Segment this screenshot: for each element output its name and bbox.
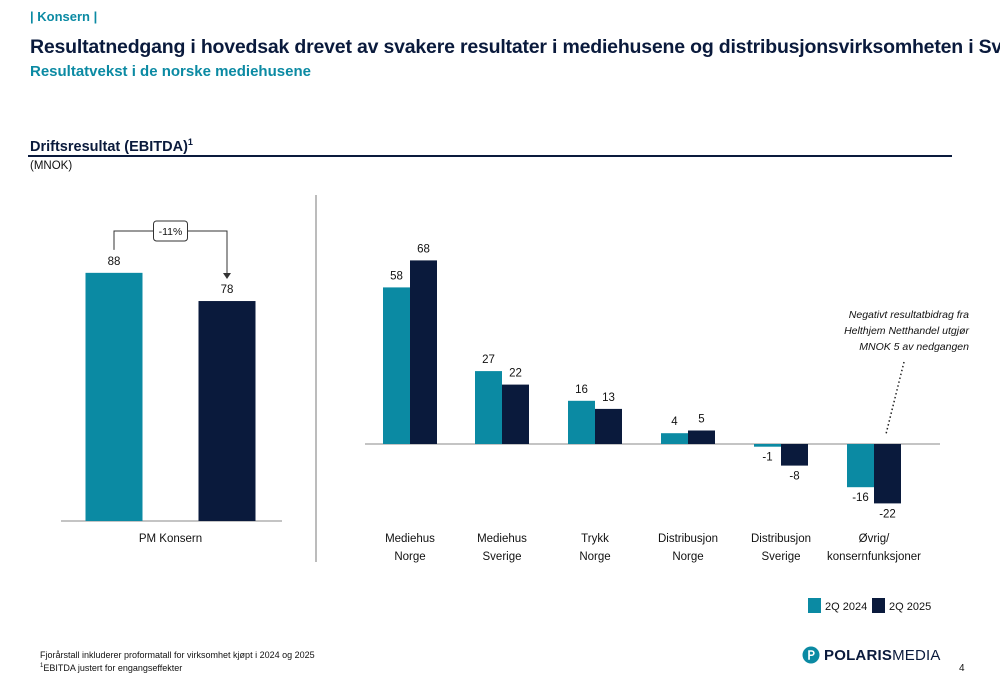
page-subtitle: Resultatvekst i de norske mediehusene [30,63,311,80]
x-tick-label-trykk-norge-line1: Trykk [581,533,609,545]
data-label-distribusjon-sverige-2q2025: -8 [789,471,799,483]
x-tick-label-distribusjon-sverige-line1: Distribusjon [751,533,811,545]
data-label-mediehus-sverige-2q2025: 22 [509,368,522,380]
x-tick-label-mediehus-sverige-line1: Mediehus [477,533,527,545]
x-tick-label-distribusjon-sverige-line2: Sverige [762,551,801,563]
x-tick-label-pm-konsern: PM Konsern [139,533,202,545]
legend-label-2q2025: 2Q 2025 [889,601,931,613]
bar-mediehus-sverige-2q2024 [475,371,502,444]
bar-mediehus-norge-2q2024 [383,287,410,444]
logo-text-media: MEDIA [892,646,941,664]
bar-trykk-norge-2q2024 [568,400,595,444]
polaris-media-logo: POLARISMEDIA [802,645,941,665]
data-label-ovrig-konsernfunksjoner-2q2025: -22 [879,508,896,520]
change-badge-label: -11% [159,226,183,238]
data-label-mediehus-norge-2q2024: 58 [390,270,403,282]
data-label-distribusjon-norge-2q2024: 4 [671,416,678,428]
x-tick-label-distribusjon-norge-line2: Norge [672,551,703,563]
section-tag: | Konsern | [30,9,98,24]
annotation-line-3: MNOK 5 av nedgangen [859,341,969,353]
x-tick-label-mediehus-sverige-line2: Sverige [483,551,522,563]
chart-title-text: Driftsresultat (EBITDA) [30,138,188,155]
bar-distribusjon-norge-2q2025 [688,430,715,444]
bar-mediehus-sverige-2q2025 [502,384,529,444]
data-label-pm-konsern-2q2024: 88 [108,256,121,268]
x-tick-label-trykk-norge-line2: Norge [579,551,610,563]
bar-distribusjon-sverige-2q2025 [781,444,808,466]
x-tick-label-distribusjon-norge-line1: Distribusjon [658,533,718,545]
data-label-distribusjon-sverige-2q2024: -1 [762,452,772,464]
change-arrow-icon [223,273,231,280]
bar-trykk-norge-2q2025 [595,408,622,444]
bar-distribusjon-norge-2q2024 [661,433,688,444]
page-number: 4 [959,663,965,674]
x-tick-label-mediehus-norge-line2: Norge [394,551,425,563]
bar-pm-konsern-2q2024 [85,272,143,521]
legend-swatch-2q2024 [808,598,821,613]
data-label-pm-konsern-2q2025: 78 [221,284,234,296]
footnote-mark: 1 [40,663,44,669]
x-tick-label-ovrig-konsernfunksjoner-line1: Øvrig/ [859,533,890,545]
unit-label: (MNOK) [30,160,73,172]
title-divider [28,155,952,157]
bar-distribusjon-sverige-2q2024 [754,444,781,447]
annotation-line-2: Helthjem Netthandel utgjør [844,325,969,337]
x-tick-label-mediehus-norge-line1: Mediehus [385,533,435,545]
logo-text-polaris: POLARIS [824,646,893,664]
bar-ovrig-konsernfunksjoner-2q2024 [847,444,874,488]
x-tick-label-ovrig-konsernfunksjoner-line2: konsernfunksjoner [827,551,921,563]
annotation-line-1: Negativt resultatbidrag fra [849,309,969,321]
data-label-mediehus-norge-2q2025: 68 [417,243,430,255]
footnote-proforma: Fjorårstall inkluderer proformatall for … [40,650,315,660]
change-badge [153,220,188,242]
data-label-trykk-norge-2q2025: 13 [602,392,615,404]
data-label-distribusjon-norge-2q2025: 5 [698,414,704,426]
bar-mediehus-norge-2q2025 [410,260,437,444]
polaris-p-icon [802,646,820,664]
bar-pm-konsern-2q2025 [198,301,256,521]
chart-title: Driftsresultat (EBITDA)1 [30,137,193,155]
legend-swatch-2q2025 [872,598,885,613]
chart-title-footnote-mark: 1 [187,137,193,147]
data-label-trykk-norge-2q2024: 16 [575,384,588,396]
bar-ovrig-konsernfunksjoner-2q2025 [874,444,901,504]
legend-label-2q2024: 2Q 2024 [825,601,867,613]
footnote-ebitda: 1EBITDA justert for engangseffekter [40,663,182,673]
data-label-ovrig-konsernfunksjoner-2q2024: -16 [852,492,869,504]
footnote-ebitda-text: EBITDA justert for engangseffekter [43,663,183,673]
data-label-mediehus-sverige-2q2024: 27 [482,354,495,366]
annotation-dotted-pointer [885,361,905,435]
page-title: Resultatnedgang i hovedsak drevet av sva… [30,36,1000,58]
